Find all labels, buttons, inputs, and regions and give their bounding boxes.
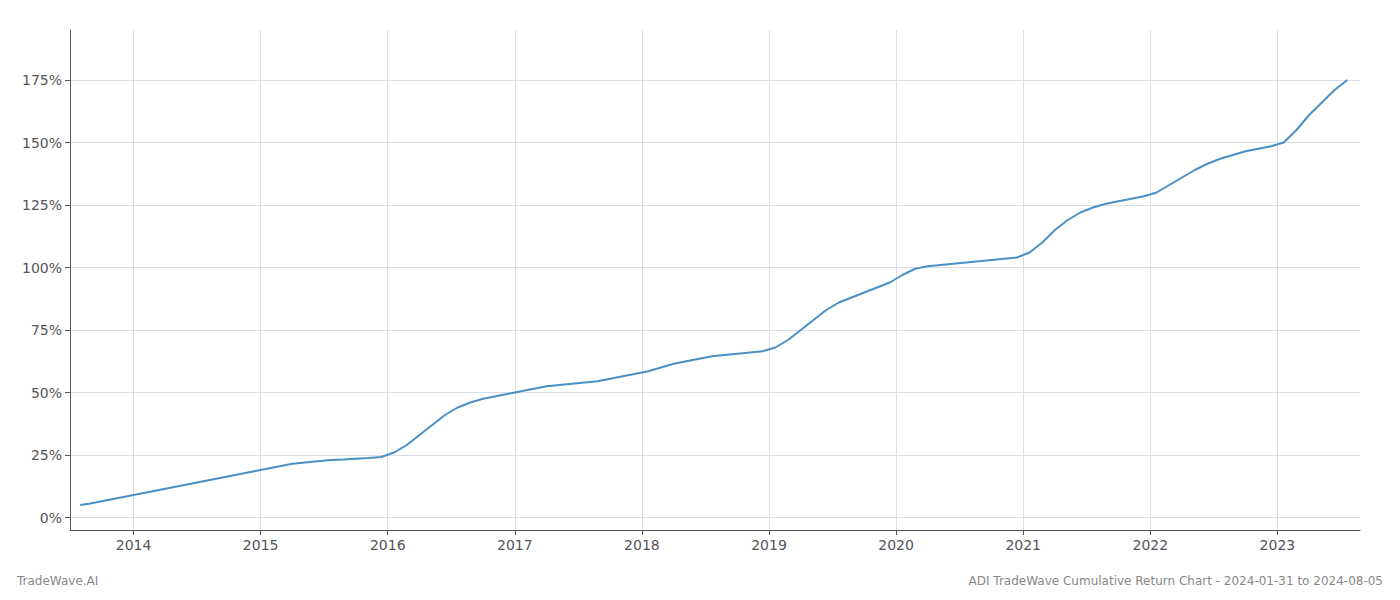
svg-text:2021: 2021 [1005,537,1041,553]
svg-text:75%: 75% [31,322,62,338]
svg-text:50%: 50% [31,385,62,401]
svg-text:175%: 175% [22,72,62,88]
svg-text:2016: 2016 [370,537,406,553]
svg-text:2018: 2018 [624,537,660,553]
svg-text:2015: 2015 [243,537,279,553]
svg-text:25%: 25% [31,447,62,463]
svg-text:2019: 2019 [751,537,787,553]
svg-text:0%: 0% [40,510,62,526]
svg-text:125%: 125% [22,197,62,213]
svg-text:2022: 2022 [1132,537,1168,553]
svg-text:2020: 2020 [878,537,914,553]
svg-text:TradeWave.AI: TradeWave.AI [16,574,98,588]
svg-text:100%: 100% [22,260,62,276]
svg-text:150%: 150% [22,135,62,151]
svg-text:2023: 2023 [1260,537,1296,553]
svg-text:ADI TradeWave Cumulative Retur: ADI TradeWave Cumulative Return Chart - … [969,574,1383,588]
svg-text:2017: 2017 [497,537,533,553]
svg-text:2014: 2014 [116,537,152,553]
